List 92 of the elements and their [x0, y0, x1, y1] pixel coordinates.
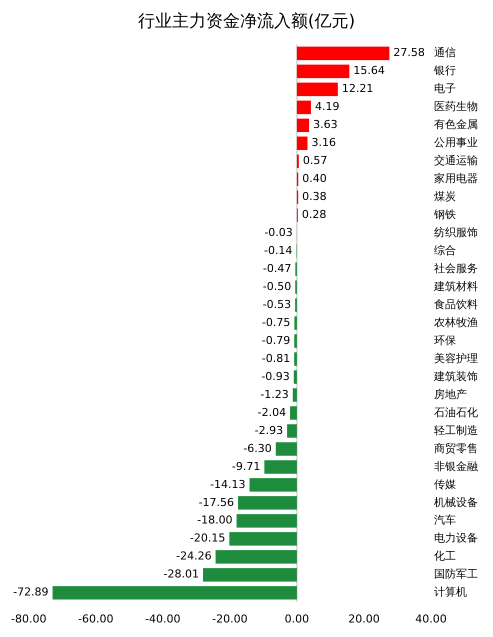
data-label: -18.00 — [197, 514, 233, 527]
y-tick-label: 房地产 — [434, 388, 467, 401]
x-tick-label: 40.00 — [415, 612, 447, 626]
y-tick-label: 公用事业 — [434, 136, 478, 150]
data-label: -0.79 — [262, 334, 290, 347]
x-tick-label: 0.00 — [284, 612, 310, 626]
y-tick-label: 有色金属 — [434, 118, 478, 132]
bar — [296, 46, 390, 60]
y-tick-label: 农林牧渔 — [434, 316, 478, 329]
bar — [296, 64, 350, 78]
data-label: -0.75 — [262, 316, 290, 329]
y-tick-label: 纺织服饰 — [434, 226, 478, 240]
bar — [229, 532, 297, 546]
bar — [203, 568, 297, 582]
data-label: 0.38 — [302, 190, 327, 204]
bar — [287, 424, 297, 438]
bar — [296, 82, 338, 96]
bar — [294, 316, 297, 330]
bar — [296, 118, 310, 132]
y-tick-label: 医药生物 — [434, 100, 478, 114]
y-tick-label: 建筑材料 — [433, 280, 478, 293]
bar — [296, 100, 311, 114]
bar — [294, 352, 297, 366]
data-label: 3.16 — [312, 136, 336, 150]
bar — [296, 136, 308, 150]
data-label: 27.58 — [393, 46, 425, 60]
x-tick-label: -60.00 — [78, 612, 114, 626]
bar — [292, 388, 297, 402]
y-tick-label: 社会服务 — [434, 262, 478, 276]
y-tick-label: 综合 — [434, 244, 456, 258]
y-tick-label: 环保 — [434, 334, 456, 347]
y-tick-label: 商贸零售 — [434, 442, 478, 455]
data-label: 4.19 — [314, 100, 340, 114]
bar — [250, 478, 297, 492]
chart-title: 行业主力资金净流入额(亿元) — [138, 12, 356, 32]
bar — [290, 406, 297, 420]
data-label: -0.93 — [261, 370, 290, 383]
y-tick-label: 计算机 — [434, 586, 467, 599]
data-label: -0.81 — [262, 352, 290, 365]
data-label: -2.93 — [254, 424, 284, 437]
y-tick-label: 国防军工 — [434, 568, 478, 581]
y-tick-label: 石油石化 — [434, 406, 478, 419]
data-label: 15.64 — [353, 64, 385, 78]
bar — [216, 550, 297, 564]
x-tick-label: -40.00 — [145, 612, 181, 626]
data-label: 12.21 — [342, 82, 374, 96]
data-label: -1.23 — [260, 388, 289, 401]
data-label: 0.28 — [302, 208, 326, 222]
y-tick-label: 通信 — [434, 46, 456, 60]
bar — [238, 496, 297, 510]
data-label: -0.50 — [262, 280, 292, 293]
data-label: -0.03 — [264, 226, 293, 240]
y-tick-label: 家用电器 — [434, 172, 478, 186]
data-label: -2.04 — [258, 406, 286, 419]
data-label: -72.89 — [13, 586, 49, 599]
y-tick-label: 建筑装饰 — [433, 370, 478, 383]
data-label: 0.57 — [302, 154, 328, 168]
bar — [264, 460, 297, 474]
x-tick-label: -80.00 — [10, 612, 46, 626]
data-label: 0.40 — [302, 172, 327, 186]
bar — [294, 334, 297, 348]
y-tick-label: 电力设备 — [434, 532, 478, 545]
y-tick-label: 煤炭 — [434, 190, 456, 204]
y-tick-label: 交通运输 — [434, 154, 478, 168]
bar — [294, 370, 297, 384]
y-tick-label: 非银金融 — [434, 460, 478, 473]
data-label: -0.14 — [264, 244, 292, 258]
y-tick-label: 钢铁 — [433, 208, 456, 222]
data-label: 3.63 — [313, 118, 338, 132]
y-tick-label: 机械设备 — [434, 496, 478, 509]
data-label: -6.30 — [243, 442, 272, 455]
y-tick-label: 电子 — [434, 82, 456, 96]
y-tick-label: 传媒 — [434, 478, 456, 491]
y-tick-label: 轻工制造 — [434, 424, 478, 437]
data-label: -28.01 — [164, 568, 200, 581]
bar — [276, 442, 297, 456]
y-tick-label: 美容护理 — [434, 352, 478, 365]
bar — [236, 514, 297, 528]
y-tick-label: 化工 — [434, 550, 456, 563]
data-label: -14.13 — [210, 478, 246, 491]
data-label: -24.26 — [176, 550, 212, 563]
data-label: -0.47 — [262, 262, 292, 276]
data-label: -20.15 — [190, 532, 226, 545]
data-label: -0.53 — [262, 298, 292, 311]
data-label: -17.56 — [198, 496, 234, 509]
y-tick-label: 食品饮料 — [434, 298, 478, 311]
y-tick-label: 银行 — [433, 64, 456, 78]
x-tick-label: -20.00 — [212, 612, 248, 626]
y-tick-label: 汽车 — [434, 514, 456, 527]
data-label: -9.71 — [232, 460, 260, 473]
bar — [52, 586, 297, 600]
x-tick-label: 20.00 — [348, 612, 380, 626]
